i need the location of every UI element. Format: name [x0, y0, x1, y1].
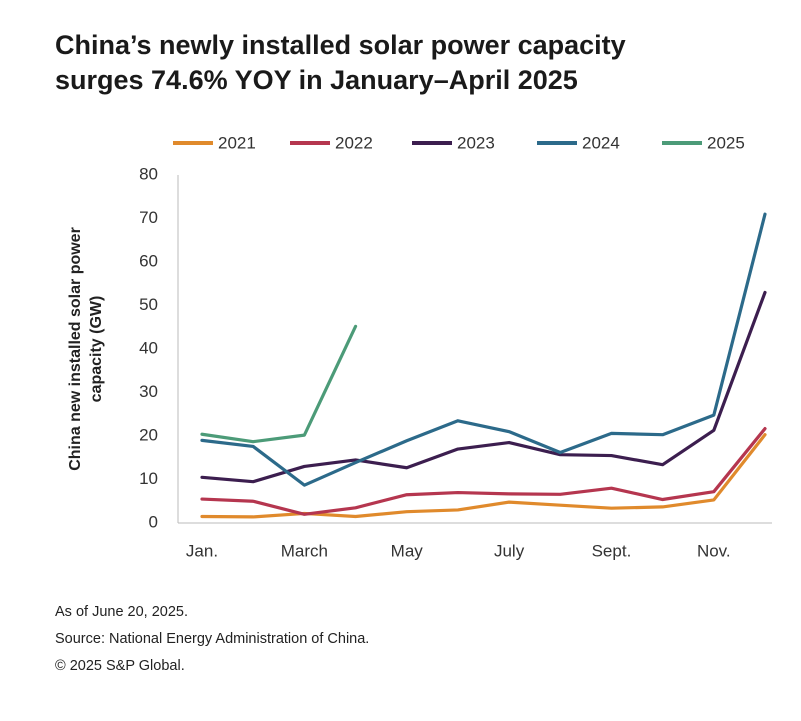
y-tick-label: 80: [139, 164, 158, 183]
y-tick-label: 50: [139, 295, 158, 314]
y-tick-label: 10: [139, 469, 158, 488]
footnote: As of June 20, 2025.: [55, 604, 188, 620]
legend-label: 2025: [707, 133, 745, 152]
chart-title: surges 74.6% YOY in January–April 2025: [55, 65, 578, 95]
footnote: © 2025 S&P Global.: [55, 658, 185, 674]
series-line: [200, 324, 358, 444]
x-tick-label: July: [494, 541, 525, 560]
series-line: [200, 212, 767, 487]
y-tick-label: 60: [139, 251, 158, 270]
y-axis-label: China new installed solar power capacity…: [67, 227, 105, 471]
series-line: [200, 427, 767, 516]
y-tick-label: 0: [149, 512, 158, 531]
y-tick-label: 30: [139, 382, 158, 401]
series-line: [200, 433, 767, 519]
x-tick-label: Sept.: [592, 541, 632, 560]
y-tick-label: 20: [139, 425, 158, 444]
legend-label: 2023: [457, 133, 495, 152]
legend-label: 2022: [335, 133, 373, 152]
legend-label: 2021: [218, 133, 256, 152]
chart-title: China’s newly installed solar power capa…: [55, 30, 626, 60]
y-tick-label: 70: [139, 208, 158, 227]
x-tick-label: Nov.: [697, 541, 731, 560]
footnote: Source: National Energy Administration o…: [55, 631, 369, 647]
x-tick-label: March: [281, 541, 328, 560]
y-axis-label-line: China new installed solar power: [67, 227, 84, 471]
x-tick-label: Jan.: [186, 541, 218, 560]
y-axis-label-line: capacity (GW): [88, 296, 105, 403]
legend-label: 2024: [582, 133, 620, 152]
x-tick-label: May: [391, 541, 424, 560]
y-tick-label: 40: [139, 338, 158, 357]
series-line: [200, 290, 767, 484]
